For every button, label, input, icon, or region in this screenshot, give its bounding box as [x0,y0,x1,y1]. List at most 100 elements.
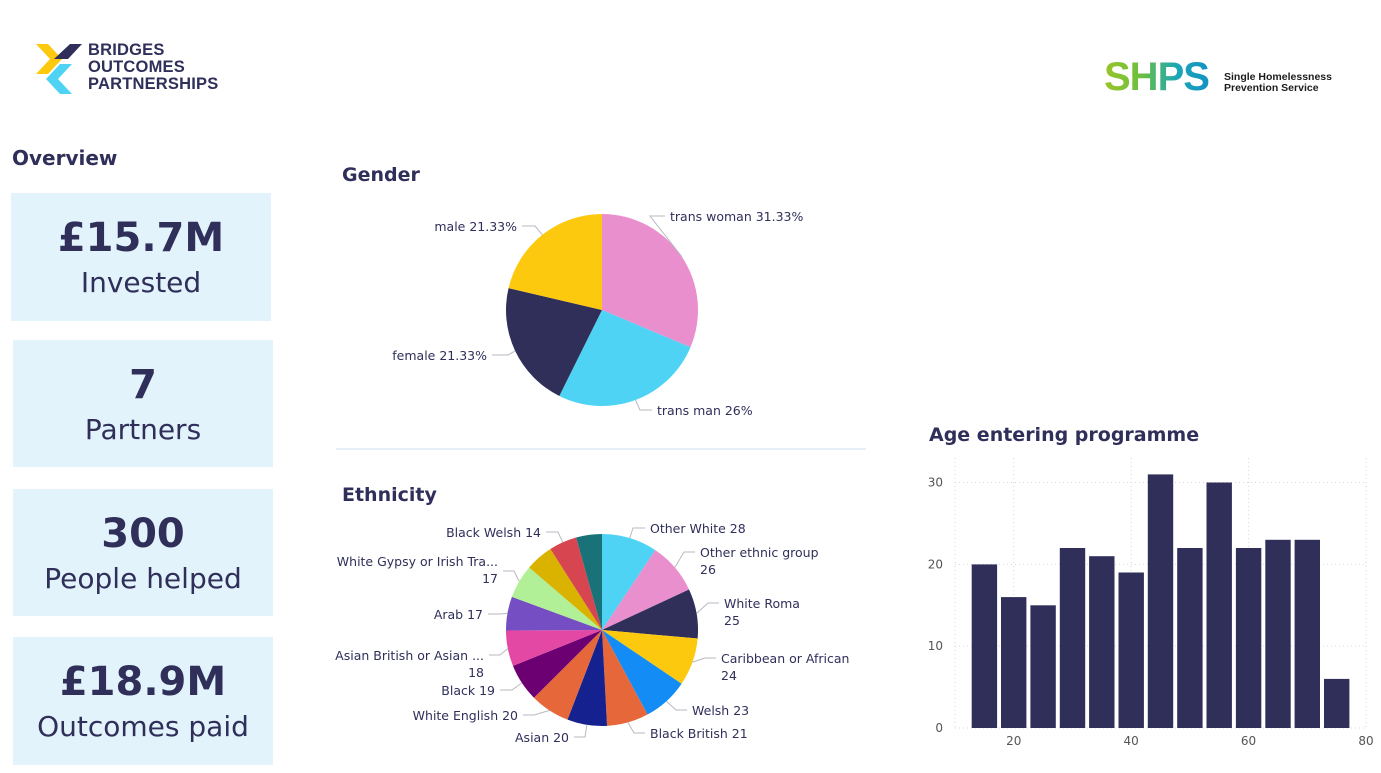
pie-slice-female [506,288,602,396]
kpi-label: People helped [44,561,242,595]
bar-age-20 [1001,597,1027,728]
leader-line [488,612,508,615]
leader-line [546,531,564,543]
shps-mark: SHPS [1104,55,1210,99]
kpi-label: Partners [84,412,202,446]
bar-age-30 [1059,548,1086,728]
pie-label: female 21.33% [392,348,487,363]
pie-slice-arab [505,596,602,631]
pie-slice-caribbean-or-african [602,630,698,684]
pie-slice-unlabeled-14 [576,534,602,630]
pie-slice-other-ethnic-group [602,550,690,630]
bridges-wordmark: BRIDGES OUTCOMES PARTNERSHIPS [88,42,218,93]
leader-line [629,527,645,539]
pie-label: Black 19 [441,683,495,698]
leader-line [692,657,716,663]
leader-line [674,551,695,568]
bar-age-50 [1177,548,1203,728]
leader-line [489,648,509,656]
age-bar-chart: 0 10 20 30 20 40 60 80 [928,458,1374,748]
gender-chart-title: Gender [342,164,420,186]
leader-line [503,570,520,582]
kpi-card-outcomes-paid: £18.9M Outcomes paid [13,637,273,765]
kpi-card-invested: £15.7M Invested [11,193,271,321]
leader-line [500,682,523,691]
pie-label: trans man 26% [657,403,753,418]
kpi-value: £18.9M [59,659,227,705]
y-tick-label: 30 [928,476,943,490]
pie-slice-welsh [602,630,682,715]
x-tick-label: 60 [1241,734,1256,748]
pie-slice-unlabeled-12 [529,549,602,630]
shps-subtitle-line-1: Single Homelessness [1224,71,1332,83]
bar-age-60 [1235,548,1262,728]
bridges-line-2: OUTCOMES [88,58,185,76]
leader-line [696,602,719,614]
pie-slice-asian-british-or-asian [506,630,602,666]
bar-age-75 [1324,678,1350,728]
shps-subtitle-line-2: Prevention Service [1224,82,1319,94]
pie-label: 26 [700,562,716,577]
leader-line [648,215,683,258]
kpi-value: 300 [101,510,185,557]
leader-line [522,225,543,236]
bar-age-55 [1206,482,1232,728]
pie-label: White English 20 [413,708,518,723]
bridges-line-1: BRIDGES [88,41,165,59]
bridges-logo: BRIDGES OUTCOMES PARTNERSHIPS [30,42,260,98]
y-tick-label: 10 [928,639,943,653]
y-tick-label: 0 [935,721,943,735]
pie-label: Asian 20 [515,730,569,745]
pie-label: Welsh 23 [692,703,749,718]
kpi-value: 7 [129,361,157,408]
kpi-value: £15.7M [57,215,225,261]
bar-age-25 [1030,605,1056,728]
bridges-line-3: PARTNERSHIPS [88,75,219,93]
pie-slice-white-roma [602,589,699,639]
kpi-card-people-helped: 300 People helped [13,489,273,616]
pie-slice-male [508,214,602,310]
pie-label: trans woman 31.33% [670,209,803,224]
pie-label: White Roma [724,596,800,611]
pie-slice-white-english [533,630,602,720]
ethnicity-chart-title: Ethnicity [342,484,437,506]
overview-title: Overview [12,146,118,170]
y-tick-label: 20 [928,557,943,571]
pie-slice-white-gypsy-or-irish-tra [511,567,602,630]
x-tick-label: 20 [1006,734,1021,748]
pie-slice-black [512,630,602,698]
leader-line [492,350,516,356]
pie-label: Caribbean or African [721,651,849,666]
bar-age-35 [1089,556,1115,728]
leader-line [635,399,652,411]
kpi-label: Outcomes paid [37,710,249,743]
age-chart-title: Age entering programme [929,424,1200,446]
pie-slice-trans-man [559,310,691,406]
bar-age-65 [1265,539,1291,728]
pie-label: Black Welsh 14 [446,525,541,540]
pie-label: Arab 17 [434,607,483,622]
leader-line [627,722,645,734]
pie-label: Other White 28 [650,521,746,536]
shps-logo: SHPS Single Homelessness Prevention Serv… [1104,55,1344,100]
x-tick-label: 40 [1124,734,1139,748]
x-tick-label: 80 [1358,734,1373,748]
pie-slice-black-british [602,630,648,726]
shps-subtitle: Single Homelessness Prevention Service [1224,72,1332,94]
bar-age-40 [1118,572,1144,728]
bar-age-70 [1294,539,1320,728]
leader-line [574,724,588,738]
ethnicity-pie: Other White 28 Other ethnic group 26 White … [335,521,849,745]
pie-slice-asian [567,630,608,727]
pie-label: White Gypsy or Irish Tra... [337,554,498,569]
kpi-label: Invested [80,266,202,299]
gender-pie: trans woman 31.33% trans man 26% female 21… [392,209,803,418]
bar-age-15 [971,564,998,728]
pie-label: Asian British or Asian ... [335,648,484,663]
pie-label: 24 [721,668,737,683]
leader-line [523,709,550,716]
kpi-card-partners: 7 Partners [13,340,273,467]
pie-slice-other-white [602,534,656,630]
pie-label: male 21.33% [434,219,517,234]
